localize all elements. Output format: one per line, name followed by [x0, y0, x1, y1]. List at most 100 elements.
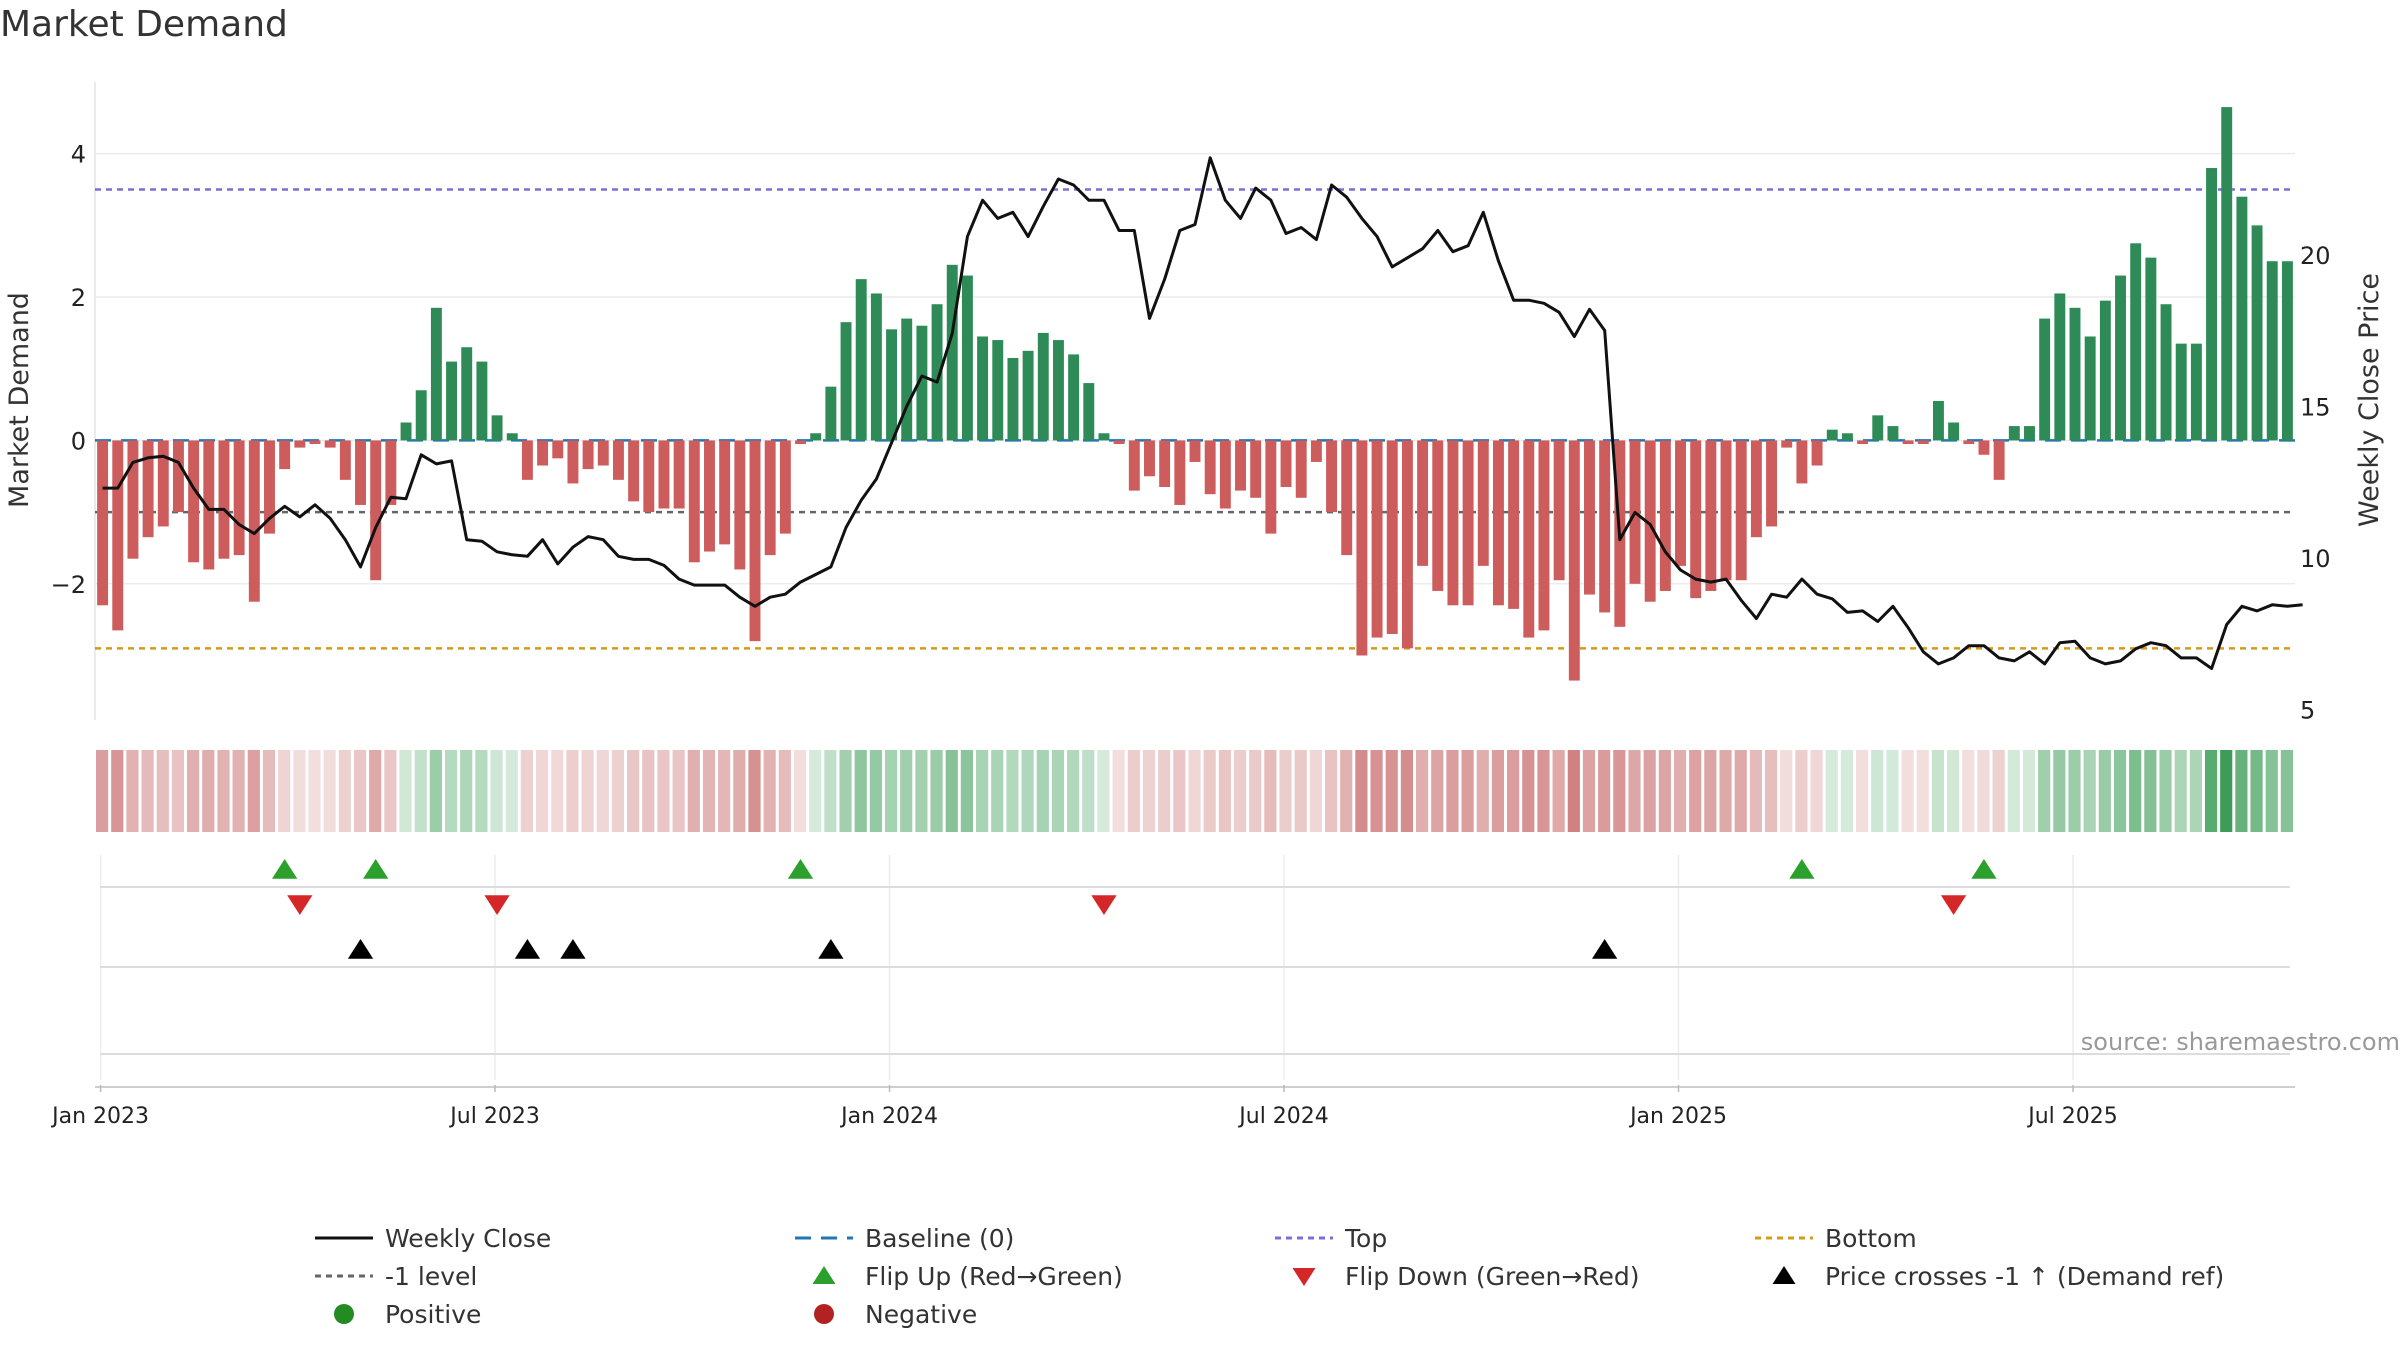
demand-bar [567, 440, 579, 484]
demand-bar [1735, 440, 1747, 581]
legend-label: Weekly Close [385, 1224, 551, 1253]
legend-swatch [1292, 1268, 1316, 1286]
demand-bar [931, 304, 943, 441]
demand-bars [97, 107, 2293, 681]
demand-bar [2160, 304, 2172, 441]
demand-bar [2175, 343, 2187, 441]
y2-axis-label: Weekly Close Price [2354, 273, 2385, 527]
demand-bar [537, 440, 549, 466]
x-tick-label: Jul 2024 [1237, 1104, 1329, 1129]
flip-up-marker [1789, 859, 1815, 879]
heat-cell [1613, 750, 1626, 832]
heat-cell [2174, 750, 2187, 832]
demand-bar [764, 440, 776, 556]
flip-up-marker [1971, 859, 1997, 879]
demand-bar [1750, 440, 1762, 538]
demand-bar [992, 340, 1004, 441]
heat-cell [1446, 750, 1459, 832]
heat-cell [596, 750, 609, 832]
demand-bar [112, 440, 124, 631]
demand-bar [2099, 300, 2111, 441]
heat-cell [1992, 750, 2005, 832]
demand-bar [97, 440, 109, 606]
heat-cell [2113, 750, 2127, 832]
heat-cell [1203, 750, 1216, 832]
demand-bar [704, 440, 715, 552]
heat-cell [672, 750, 685, 832]
demand-bar [719, 440, 731, 545]
demand-bar [1553, 440, 1565, 581]
demand-bar [1538, 440, 1550, 631]
heat-cell [1461, 750, 1474, 832]
demand-bar [218, 440, 230, 559]
legend-label: Top [1344, 1224, 1387, 1253]
heat-cell [718, 750, 731, 832]
heat-cell [854, 750, 867, 832]
flip-down-marker [1091, 895, 1117, 915]
demand-bar [309, 440, 321, 445]
heat-cell [2189, 750, 2202, 832]
demand-bar [461, 347, 473, 441]
demand-bar [1599, 440, 1611, 613]
heat-cell [217, 750, 230, 832]
heat-cell [748, 750, 761, 832]
demand-bar [127, 440, 139, 559]
x-tick-label: Jan 2025 [1628, 1104, 1727, 1129]
demand-bar [1963, 440, 1975, 445]
demand-bar [1098, 433, 1110, 441]
demand-bar [203, 440, 215, 570]
demand-bar [1887, 426, 1899, 441]
heat-cell [278, 750, 291, 832]
legend-swatch [814, 1304, 834, 1324]
demand-bar [688, 440, 700, 563]
demand-bar [1508, 440, 1520, 609]
demand-bar [1068, 354, 1080, 441]
heat-cell [505, 750, 518, 832]
heat-cell [1400, 750, 1413, 832]
heat-cell [793, 750, 807, 832]
demand-bar [901, 318, 913, 441]
demand-bar [2236, 196, 2248, 441]
heat-cell [1947, 750, 1960, 832]
demand-bar [1568, 440, 1580, 681]
flip-down-marker [484, 895, 510, 915]
heat-cell [1051, 750, 1065, 832]
demand-bar [2145, 257, 2157, 441]
flip-up-marker [272, 859, 298, 879]
heat-cell [1249, 750, 1262, 832]
legend-price-cross: Price crosses -1 ↑ (Demand ref) [1772, 1262, 2224, 1291]
demand-bar [2251, 225, 2263, 441]
heat-cell [824, 750, 837, 832]
demand-bar [1401, 440, 1413, 649]
demand-bar [415, 390, 427, 441]
heat-cell [1598, 750, 1611, 832]
y-tick-label: 0 [71, 427, 86, 455]
demand-bar [1219, 440, 1231, 509]
demand-bar [2069, 307, 2081, 441]
legend-label: Price crosses -1 ↑ (Demand ref) [1825, 1262, 2224, 1291]
demand-bar [279, 440, 291, 470]
heat-cell [1233, 750, 1247, 832]
demand-bar [2084, 336, 2096, 441]
demand-bar [916, 325, 928, 441]
heat-cell [2022, 750, 2036, 832]
demand-bar [1492, 440, 1504, 606]
heat-cell [1916, 750, 1929, 832]
heat-cell [976, 750, 989, 832]
price-cross-marker [514, 939, 541, 959]
heat-cell [1931, 750, 1945, 832]
heat-cell [1658, 750, 1671, 832]
heat-cell [429, 750, 442, 832]
heat-cell [2204, 750, 2218, 832]
heat-cell [520, 750, 533, 832]
heat-cell [156, 750, 169, 832]
demand-bar [1857, 440, 1869, 445]
demand-bar [446, 361, 458, 441]
demand-bar [1917, 440, 1929, 445]
heat-cell [1840, 750, 1853, 832]
heat-cell [2083, 750, 2096, 832]
demand-bar [2190, 343, 2202, 441]
heat-cell [1749, 750, 1762, 832]
legend-positive: Positive [334, 1300, 481, 1329]
